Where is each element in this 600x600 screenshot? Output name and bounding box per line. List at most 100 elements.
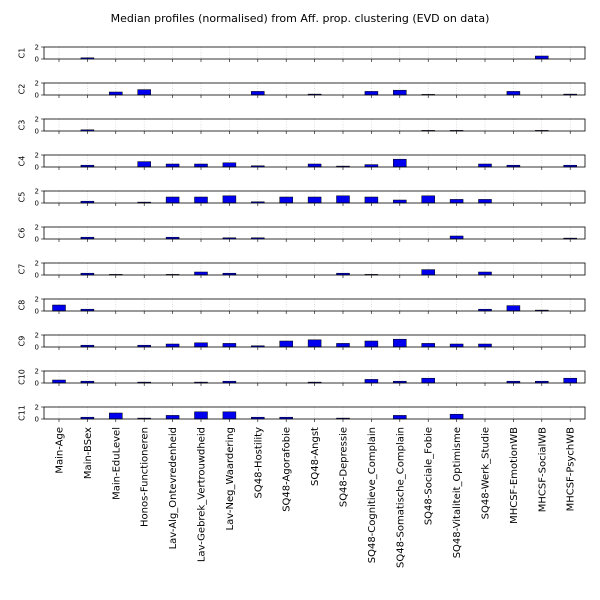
panel-c5: 2 0 C5 xyxy=(18,188,586,208)
bar xyxy=(251,91,264,95)
bar xyxy=(53,305,66,311)
category-label: Honos-Functioneren xyxy=(140,427,151,527)
category-label: MHCSF-EmotionWB xyxy=(509,427,520,524)
row-label-c9: C9 xyxy=(18,336,27,347)
bar xyxy=(422,270,435,275)
y-tick-label: 2 xyxy=(35,224,39,232)
bar xyxy=(308,340,321,347)
bar xyxy=(450,199,463,203)
y-tick-label: 0 xyxy=(35,308,39,316)
bar xyxy=(195,343,208,347)
bar xyxy=(365,379,378,383)
y-tick-label: 0 xyxy=(35,164,39,172)
y-tick-label: 2 xyxy=(35,116,39,124)
y-tick-label: 0 xyxy=(35,92,39,100)
category-label: SQ48-Cognitieve_Complain xyxy=(367,427,378,563)
chart-title: Median profiles (normalised) from Aff. p… xyxy=(111,12,490,25)
panel-c4: 2 0 C4 xyxy=(18,152,586,172)
row-label-c5: C5 xyxy=(18,192,27,203)
category-label: Main-EduLevel xyxy=(111,427,122,500)
bar xyxy=(138,162,151,167)
row-label-c10: C10 xyxy=(18,369,27,385)
category-label: Lav-Alg_Ontevredenheid xyxy=(168,427,179,549)
row-label-c6: C6 xyxy=(18,228,27,239)
y-tick-label: 2 xyxy=(35,332,39,340)
y-tick-label: 0 xyxy=(35,200,39,208)
bar xyxy=(422,378,435,383)
y-tick-label: 0 xyxy=(35,56,39,64)
bar xyxy=(223,343,236,347)
bar xyxy=(450,414,463,419)
bar xyxy=(507,306,520,311)
panel-c8: 2 0 C8 xyxy=(18,296,586,316)
bar xyxy=(422,196,435,203)
category-label: SQ48-Vitaliteit_Optimisme xyxy=(452,427,463,558)
bar xyxy=(393,200,406,203)
row-label-c2: C2 xyxy=(18,84,27,95)
bar xyxy=(53,380,66,383)
bar xyxy=(337,343,350,347)
category-label: SQ48-Werk_Studie xyxy=(481,427,492,519)
panels: 2 0 C1 2 0 C2 2 0 C3 2 0 C4 2 0 C5 2 0 C6 2 0 C7 2 0 C8 2 0 C9 2 0 C1… xyxy=(18,44,586,424)
row-label-c11: C11 xyxy=(18,405,27,421)
bar xyxy=(337,196,350,203)
bar xyxy=(195,197,208,203)
x-tick-labels: Main-Age Main-BSex Main-EduLevel Honos-Func… xyxy=(55,427,577,568)
y-tick-label: 0 xyxy=(35,380,39,388)
bar xyxy=(109,92,122,95)
bar xyxy=(564,378,577,383)
bar xyxy=(479,272,492,275)
panel-c6: 2 0 C6 xyxy=(18,224,586,244)
bar xyxy=(479,164,492,167)
category-label: SQ48-Depressie xyxy=(339,427,350,507)
y-tick-label: 2 xyxy=(35,404,39,412)
y-tick-label: 2 xyxy=(35,152,39,160)
bar xyxy=(308,197,321,203)
bar xyxy=(393,159,406,167)
y-tick-label: 2 xyxy=(35,188,39,196)
panel-c7: 2 0 C7 xyxy=(18,260,586,280)
bar xyxy=(535,56,548,59)
category-label: Lav-Gebrek_Vertrouwdheid xyxy=(197,427,208,562)
bar xyxy=(393,415,406,419)
panel-c10: 2 0 C10 xyxy=(18,368,586,388)
bar xyxy=(393,339,406,347)
bar xyxy=(166,197,179,203)
bar xyxy=(450,344,463,347)
bar xyxy=(365,341,378,347)
bar xyxy=(195,272,208,275)
y-tick-label: 0 xyxy=(35,416,39,424)
bar xyxy=(109,413,122,419)
bar xyxy=(166,344,179,347)
y-tick-label: 0 xyxy=(35,236,39,244)
bar xyxy=(166,415,179,419)
bar xyxy=(308,164,321,167)
bar xyxy=(138,90,151,95)
row-label-c4: C4 xyxy=(18,156,27,167)
bar xyxy=(223,412,236,419)
category-label: MHCSF-PsychWB xyxy=(566,427,577,512)
row-label-c3: C3 xyxy=(18,120,27,131)
category-label: Main-BSex xyxy=(83,427,94,479)
category-label: SQ48-Agorafobie xyxy=(282,427,293,512)
y-tick-label: 2 xyxy=(35,44,39,52)
category-label: SQ48-Somatische_Complain xyxy=(395,427,406,568)
bar xyxy=(479,344,492,347)
category-label: SQ48-Hostility xyxy=(253,427,264,499)
bar xyxy=(450,236,463,239)
bar xyxy=(479,199,492,203)
y-tick-label: 2 xyxy=(35,368,39,376)
panel-c11: 2 0 C11 xyxy=(18,404,586,424)
bar xyxy=(280,341,293,347)
row-label-c1: C1 xyxy=(18,48,27,59)
bar xyxy=(365,197,378,203)
category-label: MHCSF-SocialWB xyxy=(537,427,548,512)
bar xyxy=(280,197,293,203)
bar xyxy=(422,343,435,347)
y-tick-label: 2 xyxy=(35,296,39,304)
bar xyxy=(365,91,378,95)
category-label: SQ48-Sociale_Fobie xyxy=(424,427,435,525)
bar xyxy=(507,91,520,95)
panel-c2: 2 0 C2 xyxy=(18,80,586,100)
